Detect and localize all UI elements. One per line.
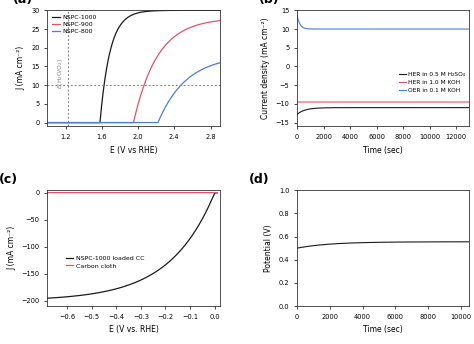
OER in 0.1 M KOH — [376, 27, 382, 31]
NSPC-1000 — [45, 120, 50, 125]
NSPC-1000 loaded CC — [109, 288, 115, 292]
NSPC-800 — [195, 70, 201, 74]
Carbon cloth — [214, 191, 220, 195]
NSPC-1000 — [74, 120, 80, 125]
Text: (b): (b) — [259, 0, 280, 6]
HER in 0.5 M H₂SO₄ — [294, 112, 300, 116]
NSPC-900 — [217, 19, 222, 23]
NSPC-1000 — [118, 22, 124, 26]
Y-axis label: Potential (V): Potential (V) — [264, 224, 273, 272]
NSPC-800 — [64, 120, 70, 125]
NSPC-1000 — [195, 8, 201, 12]
NSPC-900 — [64, 120, 70, 125]
NSPC-800 — [110, 120, 116, 125]
HER in 0.5 M H₂SO₄ — [466, 106, 472, 110]
NSPC-1000 loaded CC — [45, 296, 50, 300]
HER in 1.0 M KOH — [368, 100, 374, 104]
OER in 0.1 M KOH — [466, 27, 472, 31]
HER in 1.0 M KOH — [294, 100, 300, 104]
HER in 1.0 M KOH — [419, 100, 425, 104]
HER in 0.5 M H₂SO₄ — [419, 106, 425, 110]
OER in 0.1 M KOH — [294, 13, 300, 17]
Carbon cloth — [64, 191, 70, 195]
NSPC-800 — [45, 120, 50, 125]
HER in 0.5 M H₂SO₄ — [366, 106, 372, 110]
Y-axis label: J (mA cm⁻²): J (mA cm⁻²) — [17, 46, 26, 90]
NSPC-1000 — [213, 8, 219, 12]
OER in 0.1 M KOH — [368, 27, 374, 31]
Y-axis label: J (mA cm⁻²): J (mA cm⁻²) — [7, 226, 16, 270]
Line: HER in 0.5 M H₂SO₄: HER in 0.5 M H₂SO₄ — [297, 108, 469, 114]
NSPC-900 — [195, 23, 201, 27]
HER in 0.5 M H₂SO₄ — [453, 106, 458, 110]
NSPC-800 — [217, 61, 222, 65]
NSPC-800 — [213, 62, 219, 66]
HER in 1.0 M KOH — [376, 100, 382, 104]
Text: $E(\rm H_2O/O_2)$: $E(\rm H_2O/O_2)$ — [55, 58, 64, 89]
NSPC-900 — [118, 120, 124, 125]
OER in 0.1 M KOH — [461, 27, 467, 31]
HER in 1.0 M KOH — [366, 100, 372, 104]
X-axis label: E (V vs RHE): E (V vs RHE) — [110, 146, 157, 154]
Carbon cloth — [109, 191, 115, 195]
X-axis label: Time (sec): Time (sec) — [363, 146, 403, 154]
NSPC-1000 — [64, 120, 70, 125]
OER in 0.1 M KOH — [390, 27, 395, 31]
NSPC-1000 loaded CC — [74, 294, 80, 298]
HER in 0.5 M H₂SO₄ — [368, 106, 374, 110]
Legend: HER in 0.5 M H₂SO₄, HER in 1.0 M KOH, OER in 0.1 M KOH: HER in 0.5 M H₂SO₄, HER in 1.0 M KOH, OE… — [398, 71, 466, 94]
Text: (d): (d) — [249, 173, 270, 186]
NSPC-900 — [110, 120, 116, 125]
OER in 0.1 M KOH — [453, 27, 458, 31]
NSPC-800 — [74, 120, 80, 125]
Carbon cloth — [211, 191, 217, 195]
Carbon cloth — [74, 191, 80, 195]
OER in 0.1 M KOH — [419, 27, 425, 31]
NSPC-900 — [213, 19, 219, 23]
Carbon cloth — [192, 191, 198, 195]
Y-axis label: Current density (mA cm⁻²): Current density (mA cm⁻²) — [261, 18, 270, 119]
X-axis label: Time (sec): Time (sec) — [363, 325, 403, 334]
OER in 0.1 M KOH — [366, 27, 372, 31]
Line: NSPC-1000 loaded CC: NSPC-1000 loaded CC — [47, 193, 217, 298]
HER in 0.5 M H₂SO₄ — [461, 106, 467, 110]
Legend: NSPC-1000 loaded CC, Carbon cloth: NSPC-1000 loaded CC, Carbon cloth — [64, 254, 146, 270]
NSPC-1000 loaded CC — [211, 193, 217, 197]
Text: (c): (c) — [0, 173, 18, 186]
HER in 1.0 M KOH — [466, 100, 472, 104]
NSPC-1000 — [217, 8, 222, 12]
NSPC-1000 loaded CC — [212, 191, 218, 195]
NSPC-800 — [118, 120, 124, 125]
HER in 1.0 M KOH — [453, 100, 458, 104]
Line: NSPC-1000: NSPC-1000 — [47, 10, 219, 122]
Line: NSPC-900: NSPC-900 — [47, 21, 219, 122]
Carbon cloth — [45, 191, 50, 195]
NSPC-1000 loaded CC — [64, 295, 70, 299]
HER in 0.5 M H₂SO₄ — [376, 106, 382, 110]
Legend: NSPC-1000, NSPC-900, NSPC-800: NSPC-1000, NSPC-900, NSPC-800 — [51, 13, 98, 35]
Line: OER in 0.1 M KOH: OER in 0.1 M KOH — [297, 15, 469, 29]
NSPC-900 — [74, 120, 80, 125]
Text: (a): (a) — [13, 0, 33, 6]
NSPC-1000 loaded CC — [214, 191, 220, 195]
X-axis label: E (V vs. RHE): E (V vs. RHE) — [109, 325, 158, 334]
NSPC-1000 loaded CC — [117, 286, 123, 290]
HER in 1.0 M KOH — [461, 100, 467, 104]
Carbon cloth — [117, 191, 123, 195]
Line: NSPC-800: NSPC-800 — [47, 63, 219, 122]
NSPC-1000 — [110, 38, 116, 42]
NSPC-900 — [45, 120, 50, 125]
NSPC-1000 loaded CC — [192, 228, 198, 233]
